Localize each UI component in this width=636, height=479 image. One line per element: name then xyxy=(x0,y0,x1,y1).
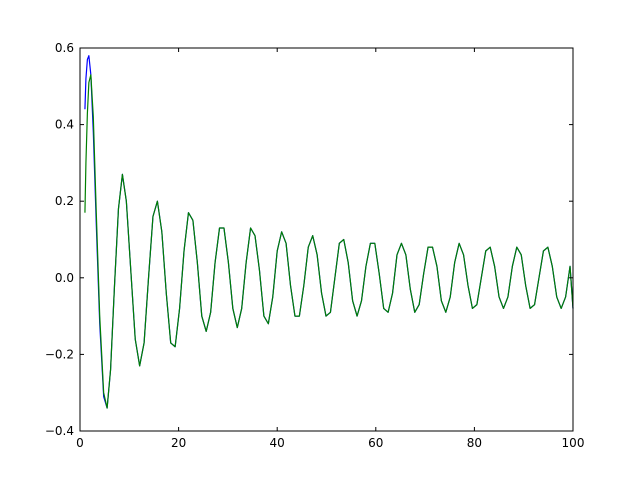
y-tick-label: −0.4 xyxy=(45,424,74,438)
y-tick-label: 0.6 xyxy=(55,41,74,55)
y-tick-label: 0.4 xyxy=(55,118,74,132)
series-line-2 xyxy=(84,74,574,409)
x-tick-label: 60 xyxy=(368,436,383,450)
x-tick-label: 40 xyxy=(270,436,285,450)
plot-frame xyxy=(79,47,574,432)
x-tick-label: 80 xyxy=(467,436,482,450)
series-layer xyxy=(84,55,574,409)
y-tick-label: 0.2 xyxy=(55,194,74,208)
x-tick-label: 20 xyxy=(171,436,186,450)
y-tick-label: 0.0 xyxy=(55,271,74,285)
x-tick-label: 100 xyxy=(562,436,585,450)
x-tick-label: 0 xyxy=(76,436,84,450)
tick-labels-layer: 0 20 40 60 80 100 −0.4 −0.2 0.0 0.2 0.4 0.6 xyxy=(45,41,585,450)
y-tick-label: −0.2 xyxy=(45,347,74,361)
plot-area xyxy=(79,47,574,432)
